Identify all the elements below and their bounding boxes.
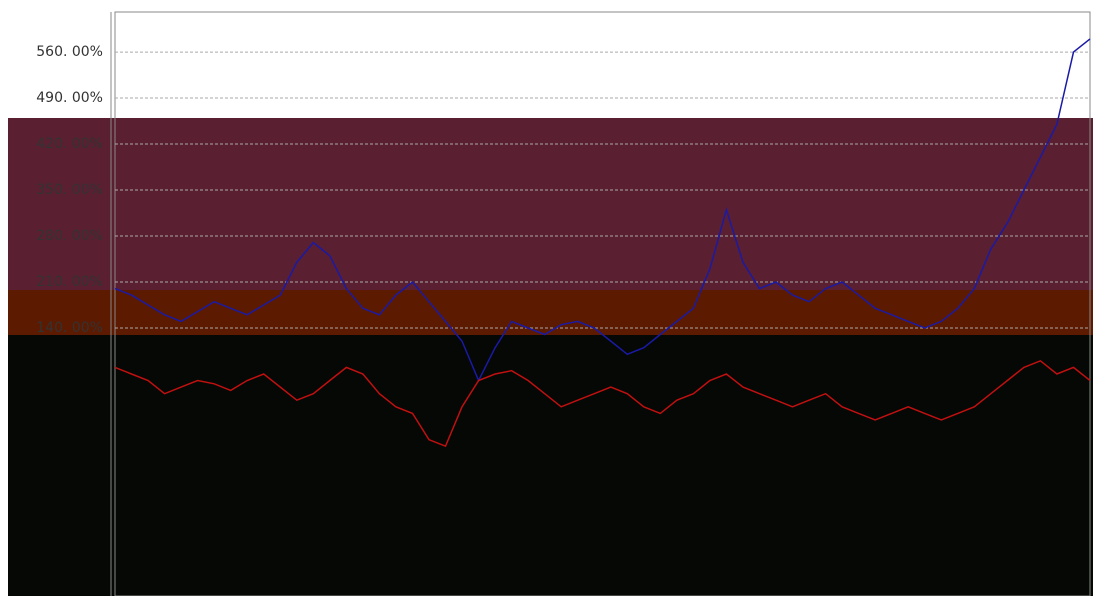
glitch-band bbox=[8, 118, 1093, 290]
line-series bbox=[114, 359, 1091, 448]
y-tick-label: 560. 00% bbox=[36, 44, 103, 60]
line-series bbox=[114, 38, 1091, 383]
y-tick-label: 490. 00% bbox=[36, 90, 103, 106]
plot-frame bbox=[114, 11, 1091, 596]
y-tick-label: 350. 00% bbox=[36, 182, 103, 198]
y-tick-label: 140. 00% bbox=[36, 320, 103, 336]
y-tick-label: 210. 00% bbox=[36, 274, 103, 290]
glitch-band bbox=[8, 335, 1093, 596]
y-tick-label: 420. 00% bbox=[36, 136, 103, 152]
y-tick-label: 280. 00% bbox=[36, 228, 103, 244]
